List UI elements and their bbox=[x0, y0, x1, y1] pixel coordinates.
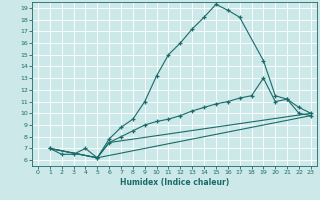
X-axis label: Humidex (Indice chaleur): Humidex (Indice chaleur) bbox=[120, 178, 229, 187]
